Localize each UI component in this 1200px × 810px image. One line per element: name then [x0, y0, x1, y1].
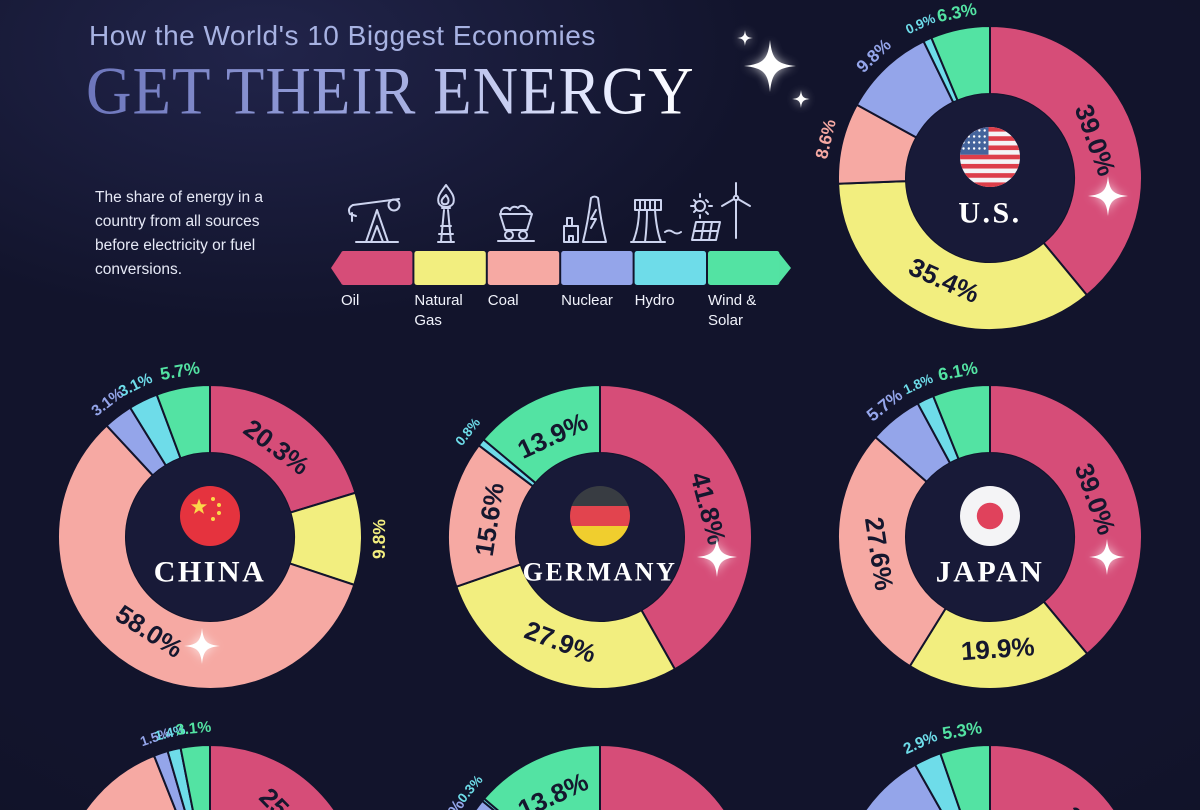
gas-flame-icon: [437, 184, 455, 243]
legend-bar-arrow-left: [331, 253, 341, 283]
country-name-germany: GERMANY: [523, 558, 678, 587]
legend-bar-arrow-right: [779, 253, 791, 283]
legend-color-bar: [331, 251, 791, 285]
legend-bar-segment-coal: [487, 251, 560, 285]
country-name-japan: JAPAN: [936, 556, 1045, 589]
slice-nuclear: [864, 763, 942, 810]
flag-de: [570, 486, 630, 546]
sparkle-icon: [697, 537, 737, 577]
legend-bar-segment-wind_solar: [708, 251, 780, 285]
sparkle-icon: [744, 40, 796, 92]
legend-label-coal: Coal: [487, 292, 519, 309]
sparkle-icon: [1088, 176, 1128, 216]
flag-us: [960, 127, 1020, 187]
legend-label-natural-gas: Natural Gas: [414, 292, 463, 329]
hydro-dam-icon: [630, 199, 682, 243]
legend-label-hydro: Hydro: [634, 292, 675, 309]
flag-cn: [180, 486, 240, 546]
slice-label-wind_solar: 3.1%: [175, 719, 212, 739]
page-title: GET THEIR ENERGY: [86, 52, 695, 131]
slice-oil: [209, 743, 336, 810]
sparkle-icon: [792, 90, 810, 108]
slice-label-hydro: 0.8%: [452, 415, 483, 448]
slice-label-wind_solar: 5.7%: [158, 357, 201, 384]
donut-china: 20.3%9.8%58.0%3.1%3.1% 5.7%CHINA: [57, 357, 390, 690]
slice-coal: [84, 754, 177, 810]
donut-japan: 39.0%19.9%27.6%5.7%1.8% 6.1%JAPAN: [837, 357, 1143, 690]
page-kicker: How the World's 10 Biggest Economies: [89, 20, 596, 51]
slice-oil: [599, 743, 726, 810]
slice-label-wind_solar: 6.1%: [936, 357, 979, 384]
country-name-china: CHINA: [154, 556, 267, 589]
slice-wind_solar: [179, 743, 211, 810]
slice-label-hydro: 1.4%: [153, 722, 186, 744]
flag-jp: [960, 486, 1020, 546]
legend-bar-segment-nuclear: [561, 251, 633, 285]
legend-label-oil: Oil: [341, 292, 360, 309]
legend-bar-segment-natural_gas: [414, 251, 486, 285]
slice-label-hydro: 0.3%: [455, 772, 486, 805]
donut-partial-middle: 6.4%0.3%13.8%: [432, 743, 726, 810]
slice-label-natural_gas: 19.9%: [960, 631, 1036, 666]
slice-label-hydro: 0.9%: [903, 11, 937, 37]
slice-nuclear: [152, 749, 186, 810]
slice-label-wind_solar: 6.3%: [935, 0, 978, 26]
coal-cart-icon: [497, 204, 535, 242]
slice-wind_solar: [482, 743, 601, 810]
slice-label-coal: 8.6%: [811, 117, 840, 161]
slice-hydro: [913, 752, 961, 810]
country-name-us: U.S.: [958, 197, 1021, 230]
slice-label-hydro: 2.9%: [901, 728, 940, 758]
slice-label-hydro: 3.1%: [116, 370, 155, 401]
intro-text: The share of energy in a country from al…: [95, 189, 264, 279]
slice-oil: [989, 743, 1116, 810]
oil-pumpjack-icon: [348, 198, 401, 243]
sparkle-icon: [737, 30, 753, 46]
slice-label-wind_solar: 5.3%: [941, 717, 984, 743]
slice-nuclear: [474, 799, 496, 810]
legend-label-wind-solar: Wind & Solar: [707, 292, 757, 329]
wind-solar-icon: [690, 182, 751, 241]
donut-partial-left: 25.3%1.5%1.4%3.1%: [84, 719, 336, 810]
legend-bar-segment-oil: [341, 251, 413, 285]
donut-us: 39.0%35.4%8.6%9.8%0.9%6.3%U.S.: [811, 0, 1143, 331]
slice-label-hydro: 1.8%: [901, 371, 935, 398]
slice-label-natural_gas: 9.8%: [369, 519, 390, 560]
legend-bar-segment-hydro: [634, 251, 706, 285]
donut-germany: 41.8%27.9%15.6%0.8% 13.9%GERMANY: [447, 383, 753, 690]
sparkle-icon: [1089, 539, 1125, 575]
slice-wind_solar: [939, 743, 991, 810]
legend-labels: Oil Natural Gas Coal Nuclear Hydro Wind …: [341, 291, 781, 330]
slice-hydro: [166, 746, 194, 810]
sparkle-icon: [184, 628, 220, 664]
donut-partial-right: 33.4%2.9%5.3%: [864, 717, 1118, 810]
nuclear-plant-icon: [563, 195, 607, 243]
legend-label-nuclear: Nuclear: [561, 292, 613, 309]
